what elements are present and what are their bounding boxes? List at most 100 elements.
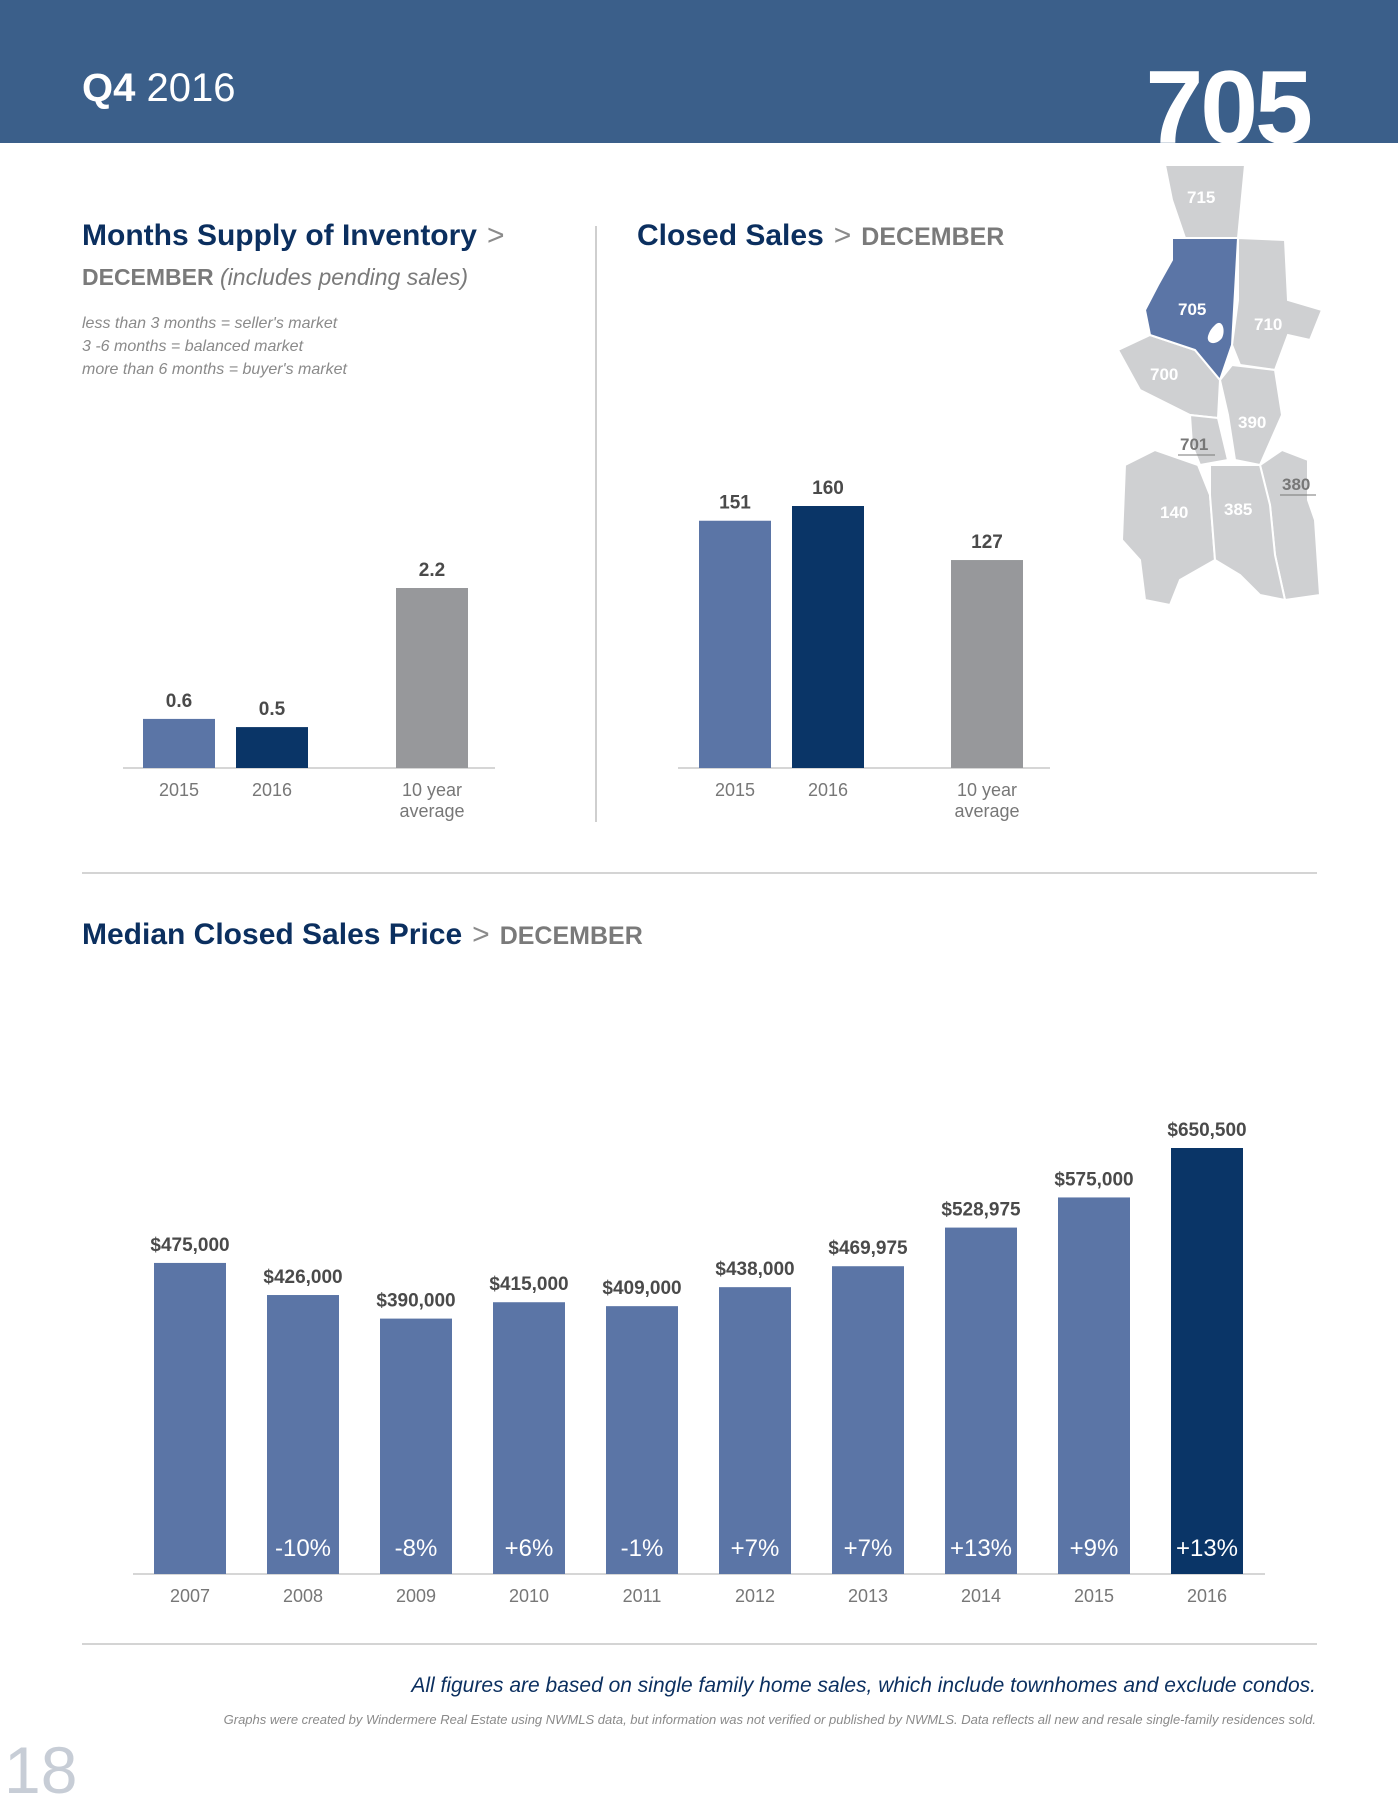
change-label: +6% xyxy=(505,1535,554,1562)
bar xyxy=(606,1306,678,1574)
zone-label-701: 701 xyxy=(1180,435,1208,454)
data-label: 151 xyxy=(719,493,751,514)
bar xyxy=(143,718,215,768)
data-label: 2.2 xyxy=(419,560,445,581)
change-label: +7% xyxy=(731,1535,780,1562)
header-band xyxy=(0,0,1398,143)
bar xyxy=(951,560,1023,768)
change-label: +13% xyxy=(950,1535,1012,1562)
data-label: $469,975 xyxy=(828,1238,908,1259)
divider-top xyxy=(82,872,1317,874)
bar xyxy=(1171,1148,1243,1574)
closed-sales-month: DECEMBER xyxy=(861,223,1005,251)
median-price-month: DECEMBER xyxy=(499,922,643,950)
tick-label: 2016 xyxy=(808,780,848,800)
bar xyxy=(154,1262,226,1574)
bar xyxy=(236,727,308,768)
data-label: 127 xyxy=(971,532,1003,553)
data-label: $415,000 xyxy=(489,1274,568,1295)
page-number: 18 xyxy=(4,1733,78,1807)
closed-sales-sep: > xyxy=(833,219,852,252)
lake-icon xyxy=(1207,322,1224,344)
change-label: +13% xyxy=(1176,1535,1238,1562)
data-label: $409,000 xyxy=(602,1278,681,1299)
quarter: Q4 xyxy=(82,66,136,110)
zone-705-shape xyxy=(1143,237,1240,383)
zone-label-710: 710 xyxy=(1254,315,1282,334)
inventory-month: DECEMBER xyxy=(82,264,214,290)
zone-701-shape xyxy=(1188,413,1230,467)
bar xyxy=(267,1295,339,1574)
tick-label: 2015 xyxy=(1074,1586,1114,1606)
tick-label: 2012 xyxy=(735,1586,775,1606)
tick-label: 2015 xyxy=(715,780,755,800)
change-label: -8% xyxy=(395,1535,438,1562)
zone-label-385: 385 xyxy=(1224,500,1252,519)
quarter-label: Q4 2016 xyxy=(82,66,235,111)
tick-label: 2007 xyxy=(170,1586,210,1606)
tick-label: average xyxy=(954,801,1019,821)
seattle-map-icon: 715 705 710 700 390 701 380 140 385 xyxy=(1116,164,1324,607)
bar xyxy=(380,1318,452,1574)
quarter-year: 2016 xyxy=(146,66,236,110)
closed-sales-title-text: Closed Sales xyxy=(637,219,824,252)
footer-disclaimer: All figures are based on single family h… xyxy=(411,1674,1316,1697)
zone-label-700: 700 xyxy=(1150,365,1178,384)
bar xyxy=(396,588,468,768)
bar xyxy=(792,506,864,768)
median-price-title-text: Median Closed Sales Price xyxy=(82,918,463,951)
median-price-chart: $475,000 2007 $426,000 2008 -10% $390,000 2009… xyxy=(133,1120,1265,1606)
data-label: $650,500 xyxy=(1167,1120,1246,1141)
median-price-sep: > xyxy=(472,918,490,951)
zone-label-705: 705 xyxy=(1178,300,1206,319)
tick-label: 2016 xyxy=(1187,1586,1227,1606)
legend-line: less than 3 months = seller's market xyxy=(82,315,338,332)
zone-390-shape xyxy=(1218,363,1284,467)
divider-bottom xyxy=(82,1643,1317,1645)
tick-label: 2015 xyxy=(159,780,199,800)
bar xyxy=(945,1227,1017,1574)
bar xyxy=(1058,1197,1130,1574)
change-label: -10% xyxy=(275,1535,331,1562)
median-price-title: Median Closed Sales Price > DECEMBER xyxy=(82,918,643,952)
data-label: 160 xyxy=(812,478,844,499)
legend-line: more than 6 months = buyer's market xyxy=(82,361,347,378)
zone-label-715: 715 xyxy=(1187,188,1215,207)
data-label: $575,000 xyxy=(1054,1169,1133,1190)
vertical-divider xyxy=(595,226,597,822)
tick-label: 2009 xyxy=(396,1586,436,1606)
zone-385-shape xyxy=(1209,464,1287,602)
tick-label: 2013 xyxy=(848,1586,888,1606)
data-label: $426,000 xyxy=(263,1267,342,1288)
zone-140-shape xyxy=(1120,448,1217,607)
inventory-title: Months Supply of Inventory > xyxy=(82,219,515,253)
tick-label: 10 year xyxy=(402,780,462,800)
data-label: 0.5 xyxy=(259,699,286,720)
data-label: 0.6 xyxy=(166,691,192,712)
bar xyxy=(719,1287,791,1574)
bar xyxy=(699,520,771,768)
tick-label: 2014 xyxy=(961,1586,1001,1606)
data-label: $528,975 xyxy=(941,1200,1021,1221)
tick-label: 10 year xyxy=(957,780,1017,800)
zone-label-140: 140 xyxy=(1160,503,1188,522)
data-label: $390,000 xyxy=(376,1291,455,1312)
zone-710-shape xyxy=(1230,236,1324,372)
data-label: $438,000 xyxy=(715,1259,794,1280)
tick-label: 2016 xyxy=(252,780,292,800)
tick-label: average xyxy=(399,801,464,821)
change-label: +9% xyxy=(1070,1535,1119,1562)
inventory-sep: > xyxy=(487,219,505,252)
zone-label-380: 380 xyxy=(1282,475,1310,494)
inventory-note: (includes pending sales) xyxy=(220,264,469,290)
market-legend: less than 3 months = seller's market 3 -… xyxy=(82,312,347,381)
change-label: +7% xyxy=(844,1535,893,1562)
tick-label: 2011 xyxy=(623,1586,662,1606)
change-label: -1% xyxy=(621,1535,664,1562)
bar xyxy=(832,1266,904,1574)
inventory-title-text: Months Supply of Inventory xyxy=(82,219,477,252)
data-label: $475,000 xyxy=(150,1235,229,1256)
tick-label: 2008 xyxy=(283,1586,323,1606)
